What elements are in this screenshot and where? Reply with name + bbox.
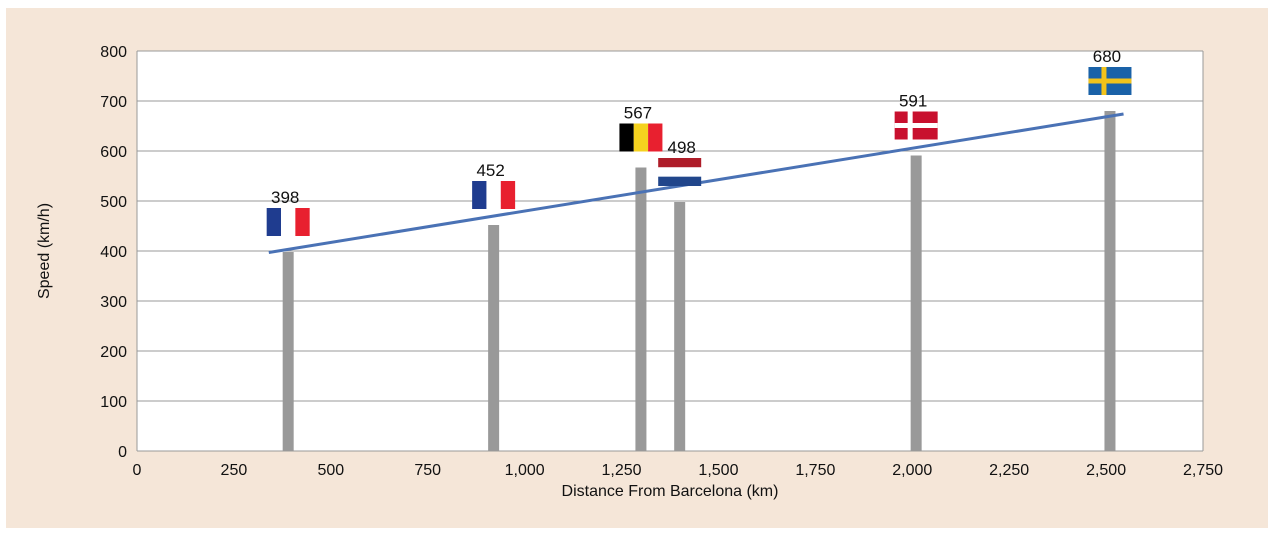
bar [635,167,647,451]
gridlines [136,50,1204,452]
bar [488,225,500,451]
netherlands-flag-icon [658,158,702,186]
bar [910,155,922,451]
sweden-flag-icon [1088,67,1132,95]
x-axis-title: Distance From Barcelona (km) [562,483,779,500]
data-label: 680 [1093,47,1121,66]
x-tick-label: 0 [133,462,142,479]
x-tick-label: 1,500 [698,462,738,479]
belgium-flag-icon [619,123,663,152]
france-flag-icon [472,181,516,209]
france-flag-icon [266,208,310,236]
x-tick-label: 2,750 [1183,462,1223,479]
bars [282,111,1116,451]
y-tick-label: 500 [100,194,127,211]
y-tick-label: 100 [100,394,127,411]
data-labels: 398 452 567 498 591 680 [271,47,1121,207]
x-tick-label: 500 [317,462,344,479]
chart-frame: 398 452 567 498 591 680 0 100 200 300 400 500 600 70… [6,8,1268,528]
x-tick-label: 1,750 [795,462,835,479]
y-tick-label: 0 [118,444,127,461]
y-tick-label: 200 [100,344,127,361]
x-tick-label: 250 [221,462,248,479]
data-label: 567 [624,104,652,123]
x-tick-label: 2,500 [1086,462,1126,479]
y-tick-labels: 0 100 200 300 400 500 600 700 800 [100,44,127,461]
data-label: 452 [476,161,504,180]
data-label: 498 [668,138,696,157]
y-tick-label: 600 [100,144,127,161]
x-tick-label: 2,000 [892,462,932,479]
flags [266,67,1132,236]
y-tick-label: 800 [100,44,127,61]
x-tick-label: 1,250 [602,462,642,479]
x-tick-labels: 0 250 500 750 1,000 1,250 1,500 1,750 2,000 2,250… [133,462,1224,479]
y-tick-label: 400 [100,244,127,261]
denmark-flag-icon [894,111,938,140]
y-tick-label: 700 [100,94,127,111]
x-tick-label: 2,250 [989,462,1029,479]
bar [282,252,294,451]
bar [1104,111,1116,451]
x-tick-label: 1,000 [505,462,545,479]
bar [674,202,686,451]
data-label: 591 [899,92,927,111]
y-tick-label: 300 [100,294,127,311]
chart: 398 452 567 498 591 680 0 100 200 300 400 500 600 70… [36,44,1224,500]
data-label: 398 [271,188,299,207]
y-axis-title: Speed (km/h) [36,203,53,299]
x-tick-label: 750 [414,462,441,479]
